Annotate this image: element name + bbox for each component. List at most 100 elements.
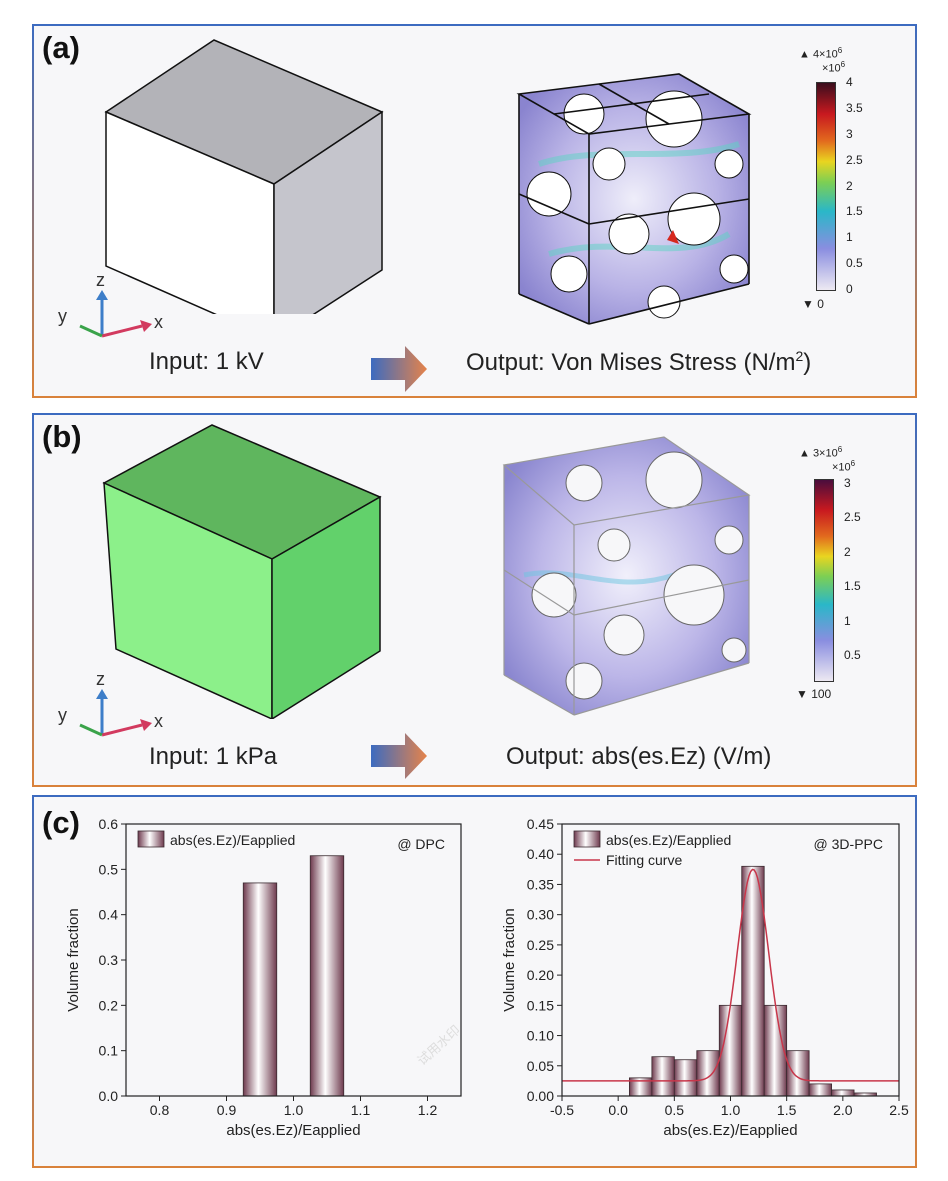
colorbar-tick: 0.5 <box>844 648 861 662</box>
chart-3dppc: -0.5 0.0 0.5 1.0 1.5 2.0 2.5 0.00 0.05 0.10 0.15 0.… <box>501 816 909 1139</box>
axes-triad-b: z x y <box>58 669 163 737</box>
axes-triad-a: z x y <box>58 270 163 338</box>
colorbar-tick: 1 <box>844 613 851 628</box>
bar <box>309 855 345 1097</box>
y-tick-label: 0.20 <box>527 967 554 983</box>
y-tick-label: 0.05 <box>527 1058 554 1074</box>
chart-dpc: 0.8 0.9 1.0 1.1 1.2 0.0 0.1 0.2 0.3 0.4 0.5 0.6 abs(… <box>65 816 462 1139</box>
bar <box>831 1089 855 1097</box>
colorbar-b-scale: ×106 <box>832 459 856 474</box>
input-caption-b: Input: 1 kPa <box>149 743 278 770</box>
colorbar-tick: 1.5 <box>846 204 863 219</box>
panel-c: (c) <box>32 795 917 1168</box>
y-tick-label: 0.3 <box>99 952 119 968</box>
bar <box>651 1056 675 1097</box>
y-tick-label: 0.00 <box>527 1088 554 1104</box>
colorbar-b-max: ▲ 3×106 <box>799 445 843 460</box>
bar <box>673 1059 698 1097</box>
legend-label: abs(es.Ez)/Eapplied <box>606 832 731 848</box>
panel-b: (b) z x y Input: 1 kPa Output: abs(es.Ez… <box>32 413 917 787</box>
panel-a: (a) z x y Input: 1 kV Output: Von Mises … <box>32 24 917 398</box>
bar <box>242 882 278 1097</box>
colorbar-a-min: ▼ 0 <box>802 297 824 311</box>
bar <box>696 1050 720 1097</box>
input-caption-a: Input: 1 kV <box>149 348 264 375</box>
legend-label: abs(es.Ez)/Eapplied <box>170 832 295 848</box>
axis-x-label: x <box>154 312 163 332</box>
plot-frame <box>125 823 462 1097</box>
x-tick-label: 0.9 <box>217 1102 237 1118</box>
x-tick-label: 0.5 <box>665 1102 685 1118</box>
y-tick-label: 0.30 <box>527 907 554 923</box>
colorbar-tick: 0 <box>846 282 853 296</box>
legend-bar-swatch <box>573 830 601 848</box>
y-tick-label: 0.5 <box>99 861 119 877</box>
colorbar-tick: 2 <box>844 544 851 559</box>
y-tick-label: 0.0 <box>99 1088 119 1104</box>
arrow-a-icon <box>371 346 427 392</box>
colorbar-b-min: ▼ 100 <box>796 687 832 701</box>
x-tick-label: 1.0 <box>721 1102 741 1118</box>
legend-label: Fitting curve <box>606 852 682 868</box>
colorbar-tick: 1.5 <box>844 579 861 594</box>
panel-b-tag: (b) <box>42 419 82 454</box>
colorbar-tick: 3 <box>846 126 853 141</box>
x-tick-label: 1.0 <box>284 1102 304 1118</box>
x-tick-label: 1.2 <box>418 1102 438 1118</box>
gyroid-stress-plot <box>516 73 752 325</box>
x-tick-label: -0.5 <box>550 1102 574 1118</box>
colorbar-tick: 3.5 <box>846 100 863 115</box>
colorbar-tick: 3 <box>844 476 851 490</box>
bar <box>741 865 765 1097</box>
output-caption-a: Output: Von Mises Stress (N/m2) <box>466 348 812 376</box>
axis-y-label: y <box>58 705 67 725</box>
x-tick-label: 2.0 <box>833 1102 853 1118</box>
chart-title: @ 3D-PPC <box>814 836 883 852</box>
x-axis-label: abs(es.Ez)/Eapplied <box>226 1122 360 1139</box>
x-tick-label: 2.5 <box>889 1102 909 1118</box>
y-tick-label: 0.25 <box>527 937 554 953</box>
y-tick-label: 0.15 <box>527 997 554 1013</box>
y-tick-label: 0.1 <box>99 1043 119 1059</box>
x-tick-label: 0.0 <box>608 1102 628 1118</box>
fitting-curve-line <box>562 868 899 1082</box>
y-tick-label: 0.4 <box>99 907 119 923</box>
panel-a-tag: (a) <box>42 30 80 65</box>
y-tick-label: 0.10 <box>527 1028 554 1044</box>
colorbar-tick: 4 <box>846 75 853 89</box>
colorbar-a <box>816 82 836 291</box>
x-tick-label: 1.5 <box>777 1102 797 1118</box>
colorbar-tick: 2 <box>846 178 853 193</box>
x-tick-label: 0.8 <box>150 1102 170 1118</box>
gyroid-field-plot <box>502 436 751 716</box>
axis-z-label: z <box>96 270 105 290</box>
input-cube-green <box>102 424 382 719</box>
axis-x-label: x <box>154 711 163 731</box>
colorbar-a-max: ▲ 4×106 <box>799 46 843 61</box>
axis-z-label: z <box>96 669 105 689</box>
colorbar-tick: 2.5 <box>846 152 863 167</box>
output-caption-b: Output: abs(es.Ez) (V/m) <box>506 743 772 770</box>
bar <box>808 1083 832 1097</box>
axis-y-label: y <box>58 306 67 326</box>
y-tick-label: 0.45 <box>527 816 554 832</box>
colorbar-b <box>814 479 834 682</box>
colorbar-tick: 0.5 <box>846 256 863 271</box>
input-cube-grey <box>104 39 384 314</box>
colorbar-tick: 2.5 <box>844 510 861 525</box>
bar <box>786 1050 810 1097</box>
colorbar-tick: 1 <box>846 230 853 245</box>
panel-c-tag: (c) <box>42 805 80 840</box>
y-axis-label: Volume fraction <box>65 908 82 1011</box>
y-tick-label: 0.6 <box>99 816 119 832</box>
y-tick-label: 0.40 <box>527 846 554 862</box>
arrow-b-icon <box>371 733 427 779</box>
x-tick-label: 1.1 <box>351 1102 371 1118</box>
colorbar-a-scale: ×106 <box>822 60 846 75</box>
legend-bar-swatch <box>137 830 165 848</box>
chart-title: @ DPC <box>397 836 445 852</box>
y-tick-label: 0.35 <box>527 876 554 892</box>
y-axis-label: Volume fraction <box>501 908 518 1011</box>
y-tick-label: 0.2 <box>99 997 119 1013</box>
x-axis-label: abs(es.Ez)/Eapplied <box>663 1122 797 1139</box>
